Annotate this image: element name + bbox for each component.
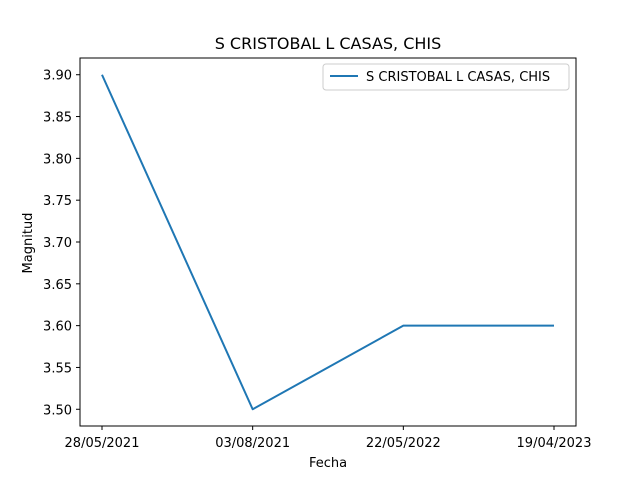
y-tick-label: 3.65	[43, 278, 72, 293]
y-tick-label: 3.75	[43, 194, 72, 209]
y-tick-label: 3.70	[43, 236, 72, 251]
x-tick-label: 19/04/2023	[517, 436, 592, 451]
y-axis-label: Magnitud	[21, 213, 36, 274]
chart-title: S CRISTOBAL L CASAS, CHIS	[215, 34, 442, 53]
x-tick-label: 03/08/2021	[215, 436, 290, 451]
legend: S CRISTOBAL L CASAS, CHIS	[322, 63, 570, 91]
x-axis-label: Fecha	[309, 456, 347, 471]
y-tick-label: 3.50	[43, 403, 72, 418]
y-axis: 3.50 3.55 3.60 3.65 3.70 3.75 3.80 3.85 3.90	[43, 69, 80, 418]
x-axis: 28/05/2021 03/08/2021 22/05/2022 19/04/2023	[65, 426, 592, 451]
x-tick-label: 22/05/2022	[366, 436, 441, 451]
y-tick-label: 3.90	[43, 69, 72, 84]
series-line	[101, 74, 554, 411]
y-tick-label: 3.60	[43, 320, 72, 335]
plot-frame	[79, 57, 577, 427]
legend-label: S CRISTOBAL L CASAS, CHIS	[366, 70, 550, 85]
legend-box	[322, 63, 570, 91]
y-tick-label: 3.85	[43, 111, 72, 126]
series-layer	[101, 74, 554, 411]
y-tick-label: 3.80	[43, 152, 72, 167]
x-tick-label: 28/05/2021	[65, 436, 140, 451]
y-tick-label: 3.55	[43, 361, 72, 376]
plot-area	[79, 57, 577, 427]
